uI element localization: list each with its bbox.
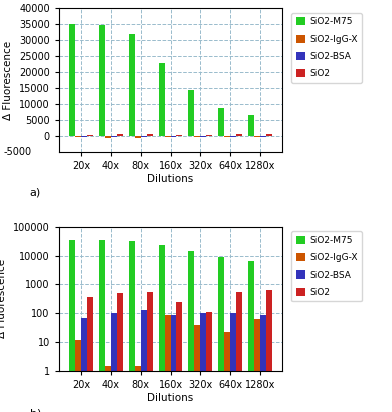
Bar [81,136,87,137]
Bar [206,135,212,136]
Bar [105,136,111,138]
Bar [171,136,176,137]
Y-axis label: Δ Fluorescence: Δ Fluorescence [0,259,7,338]
Bar [117,134,123,136]
Bar [171,315,176,412]
Bar [230,136,236,137]
Bar [260,136,266,137]
Bar [176,302,182,412]
Legend: SiO2-M75, SiO2-IgG-X, SiO2-BSA, SiO2: SiO2-M75, SiO2-IgG-X, SiO2-BSA, SiO2 [291,13,362,83]
Bar [189,90,194,136]
X-axis label: Dilutions: Dilutions [147,174,194,184]
Bar [147,134,152,136]
Bar [248,261,254,412]
Bar [236,134,242,136]
Text: a): a) [30,187,41,197]
Text: b): b) [30,409,41,412]
Bar [111,313,117,412]
Bar [69,240,75,412]
Bar [165,136,171,138]
Bar [206,312,212,412]
Bar [87,297,93,412]
X-axis label: Dilutions: Dilutions [147,393,194,403]
Bar [165,315,171,412]
Bar [159,63,165,136]
Bar [176,135,182,136]
Bar [218,108,224,136]
Bar [194,136,200,137]
Bar [248,115,254,136]
Bar [236,292,242,412]
Bar [200,313,206,412]
Bar [194,325,200,412]
Bar [81,318,87,412]
Bar [75,136,81,138]
Bar [99,240,105,412]
Bar [224,136,230,137]
Bar [99,25,105,136]
Bar [111,136,117,137]
Bar [69,24,75,136]
Bar [141,136,147,137]
Bar [254,136,260,137]
Bar [254,319,260,412]
Bar [189,251,194,412]
Bar [147,293,152,412]
Text: -5000: -5000 [4,147,32,157]
Bar [87,135,93,136]
Bar [117,293,123,412]
Bar [266,290,272,412]
Bar [260,315,266,412]
Bar [266,134,272,136]
Bar [218,258,224,412]
Bar [129,35,135,136]
Bar [224,332,230,412]
Bar [129,241,135,412]
Bar [159,245,165,412]
Bar [230,313,236,412]
Bar [135,366,141,412]
Bar [105,366,111,412]
Bar [200,136,206,137]
Bar [75,340,81,412]
Y-axis label: Δ Fluorescence: Δ Fluorescence [4,41,13,120]
Legend: SiO2-M75, SiO2-IgG-X, SiO2-BSA, SiO2: SiO2-M75, SiO2-IgG-X, SiO2-BSA, SiO2 [291,232,362,301]
Bar [141,310,147,412]
Bar [135,136,141,138]
